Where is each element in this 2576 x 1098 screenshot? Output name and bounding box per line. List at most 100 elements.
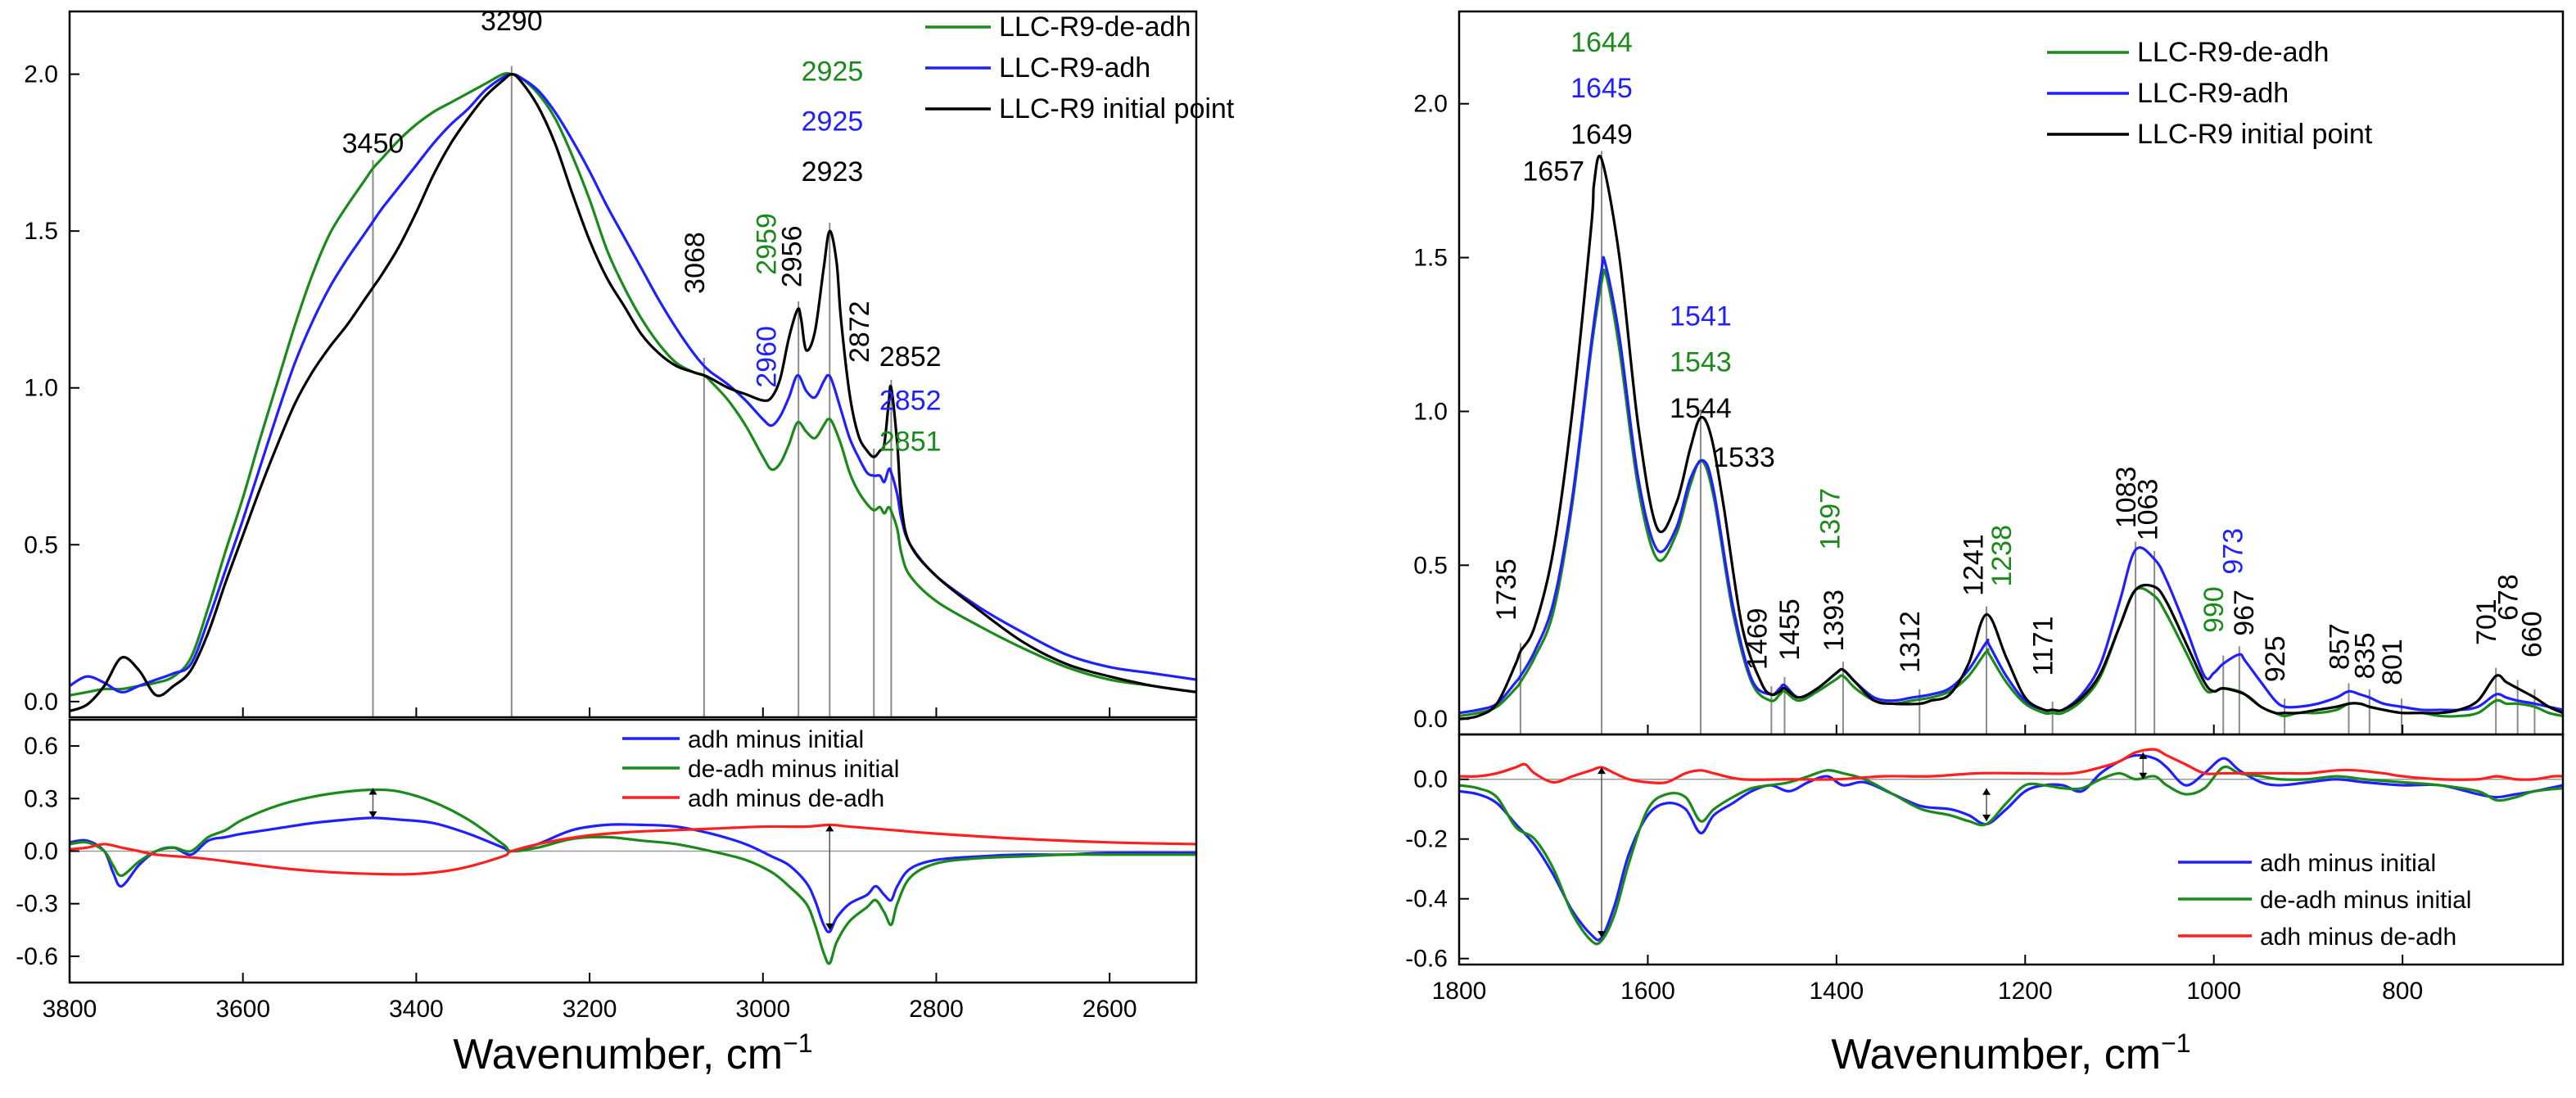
y-tick-label: 0.5 (1413, 552, 1448, 579)
arrows-3 (1597, 752, 2148, 938)
y-tick-label: 0.5 (24, 531, 58, 558)
legend-label: adh minus de-adh (2260, 924, 2456, 951)
difference-arrow-head (2139, 772, 2148, 779)
series-line-llc-r9-de-adh (69, 72, 1197, 697)
series-line-llc-r9-initial-point (1458, 155, 2564, 721)
series-line-llc-r9-initial-point (69, 73, 1197, 712)
x-tick-label: 3800 (43, 996, 97, 1023)
difference-arrow-head (825, 825, 834, 832)
legend-label: LLC-R9-de-adh (999, 11, 1191, 43)
legend-label: LLC-R9 initial point (999, 93, 1235, 124)
guide-lines-0 (372, 66, 893, 717)
x-axis-title-text: Wavenumber, cm (1831, 1031, 2161, 1078)
x-axis-title-superscript: −1 (783, 1028, 812, 1058)
peak-label: 990 (2199, 586, 2230, 633)
y-tick-label: 1.0 (1413, 398, 1448, 425)
peak-label: 1649 (1570, 120, 1633, 151)
series-line-de-adh-minus-initial (1458, 765, 2564, 946)
peak-label: 2923 (802, 156, 864, 188)
y-tick-label: 0.6 (24, 733, 58, 760)
difference-arrow-head (1597, 931, 1606, 938)
x-tick-label: 2600 (1082, 996, 1137, 1023)
peak-label: 701 (2471, 599, 2502, 645)
y-axis-0: 0.0 0.5 1.0 1.5 2.0 (24, 61, 79, 716)
peak-label: 2960 (752, 326, 783, 388)
y-axis-3: -0.6 -0.4 -0.2 0.0 (1405, 766, 1469, 973)
legend-label: LLC-R9-adh (2137, 78, 2289, 109)
y-tick-label: 1.5 (24, 218, 58, 245)
legend-label: LLC-R9-de-adh (2137, 37, 2329, 68)
y-tick-label: 1.0 (24, 375, 58, 402)
peak-label: 801 (2377, 639, 2408, 685)
peak-label: 3450 (342, 128, 404, 159)
x-tick-label: 3000 (735, 996, 790, 1023)
peak-label: 1735 (1491, 558, 1522, 621)
legend-label: de-adh minus initial (2260, 887, 2471, 914)
peak-label: 1541 (1670, 300, 1732, 332)
legend-label: LLC-R9-adh (999, 52, 1150, 84)
x-tick-label: 1000 (2186, 978, 2241, 1005)
x-tick-label: 800 (2382, 978, 2423, 1005)
legend-label: LLC-R9 initial point (2137, 119, 2373, 150)
series-group-2 (1458, 155, 2564, 721)
x-tick-label: 3200 (563, 996, 617, 1023)
y-tick-label: 0.0 (1413, 706, 1448, 733)
legend-label: adh minus initial (688, 726, 864, 753)
y-tick-label: -0.6 (16, 943, 58, 970)
peak-label: 1393 (1819, 590, 1850, 652)
legend-label: adh minus de-adh (688, 785, 884, 812)
peak-label: 925 (2260, 635, 2291, 682)
peak-label: 2851 (879, 426, 942, 457)
legend-label: adh minus initial (2260, 850, 2436, 877)
series-line-de-adh-minus-initial (69, 788, 1196, 965)
peak-label: 1238 (1986, 525, 2018, 587)
y-tick-label: -0.3 (16, 891, 58, 918)
peak-label: 660 (2517, 611, 2548, 657)
peak-label: 3290 (481, 6, 543, 37)
peak-label: 1241 (1958, 534, 1989, 596)
peak-label: 1063 (2133, 479, 2164, 541)
y-tick-label: 0.0 (24, 689, 58, 716)
y-tick-label: 2.0 (1413, 91, 1448, 118)
peak-label: 1645 (1570, 73, 1633, 104)
y-axis-2: 0.0 0.5 1.0 1.5 2.0 (1413, 91, 1469, 733)
difference-arrow-head (1597, 767, 1606, 775)
series-line-adh-minus-de-adh (1458, 748, 2564, 784)
y-tick-label: 1.5 (1413, 245, 1448, 272)
y-axis-1: -0.6 -0.3 0.0 0.3 0.6 (16, 733, 79, 970)
peak-label: 2925 (802, 106, 864, 138)
series-line-adh-minus-initial (69, 816, 1197, 933)
x-axis-2 (1458, 725, 2404, 734)
legend-1: adh minus initial de-adh minus initialadh… (622, 726, 899, 812)
y-tick-label: 0.0 (1413, 766, 1448, 793)
series-line-adh-minus-initial (1458, 753, 2564, 942)
difference-arrow-head (825, 923, 834, 930)
x-tick-label: 1600 (1620, 978, 1675, 1005)
peak-label: 857 (2324, 623, 2355, 670)
y-tick-label: 0.0 (24, 838, 58, 865)
x-axis-title-text: Wavenumber, cm (453, 1031, 783, 1078)
legend-2: LLC-R9-de-adh LLC-R9-adh LLC-R9 initial po… (2047, 37, 2373, 150)
peak-label: 1644 (1570, 27, 1633, 58)
x-axis-0: 3800 3600 3400 3200 3000 2800 2600 (43, 973, 1137, 1023)
y-tick-label: -0.2 (1405, 826, 1448, 853)
series-group-3 (1458, 748, 2564, 946)
peak-label: 1312 (1895, 611, 1926, 673)
peak-label: 3068 (680, 232, 711, 294)
peak-label: 1455 (1774, 599, 1805, 661)
peak-label: 1543 (1670, 347, 1732, 378)
x-tick-label: 2800 (909, 996, 964, 1023)
series-group-1 (69, 788, 1197, 965)
y-tick-label: 2.0 (24, 61, 58, 88)
peak-label: 678 (2493, 574, 2524, 621)
plot-frame-0 (68, 10, 1198, 719)
peak-label: 2852 (879, 341, 942, 373)
peak-label: 1469 (1742, 608, 1774, 670)
arrows-1 (368, 788, 834, 930)
y-tick-label: 0.3 (24, 785, 58, 812)
x-axis-title: Wavenumber, cm−1 (453, 1028, 812, 1078)
peak-label: 973 (2217, 528, 2248, 575)
peak-labels-2: 1644 1645 1649 1657 1541 1543 1544 1533 1735 1469… (1491, 27, 2547, 685)
x-axis-0 (69, 707, 1111, 717)
